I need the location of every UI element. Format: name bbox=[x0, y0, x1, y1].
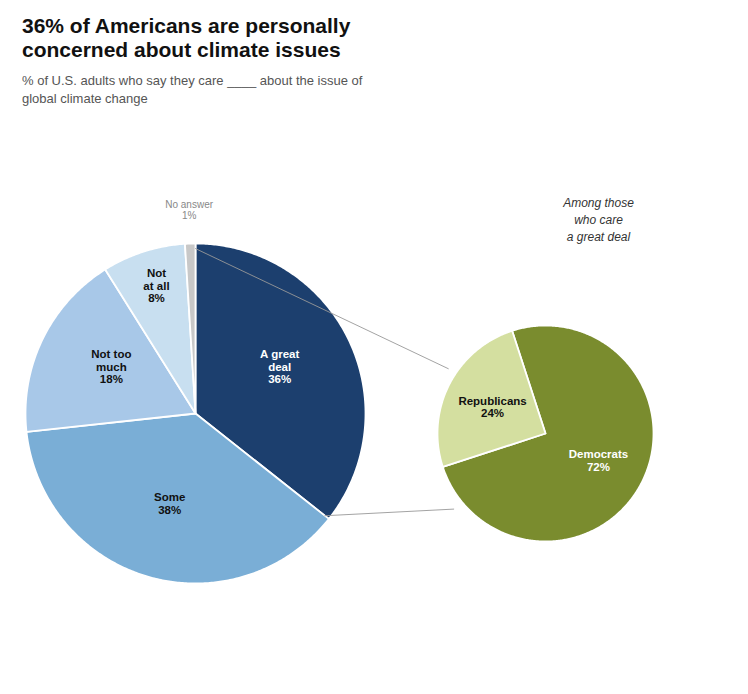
svg-text:Some: Some bbox=[154, 492, 185, 504]
html-text:36% of Americans are personall: 36% of Americans are personally concerne… bbox=[22, 14, 351, 62]
svg-text:18%: 18% bbox=[100, 373, 123, 385]
svg-text:Not toomuch: Not toomuch bbox=[91, 348, 131, 373]
svg-text:36%: 36% bbox=[268, 373, 291, 385]
svg-text:A greatdeal: A greatdeal bbox=[260, 348, 299, 373]
svg-text:Republicans: Republicans bbox=[458, 395, 526, 407]
svg-text:38%: 38% bbox=[158, 504, 181, 516]
svg-text:1%: 1% bbox=[182, 210, 197, 221]
svg-text:72%: 72% bbox=[587, 461, 610, 473]
svg-text:Among thosewho carea great dea: Among thosewho carea great deal bbox=[562, 196, 634, 244]
svg-text:Democrats: Democrats bbox=[569, 449, 628, 461]
svg-text:No answer: No answer bbox=[165, 199, 213, 210]
html-text:% of U.S. adults who say they: % of U.S. adults who say they care ____ … bbox=[22, 73, 363, 106]
svg-text:8%: 8% bbox=[148, 293, 165, 305]
svg-text:Notat all: Notat all bbox=[143, 268, 169, 293]
svg-text:24%: 24% bbox=[481, 407, 504, 419]
